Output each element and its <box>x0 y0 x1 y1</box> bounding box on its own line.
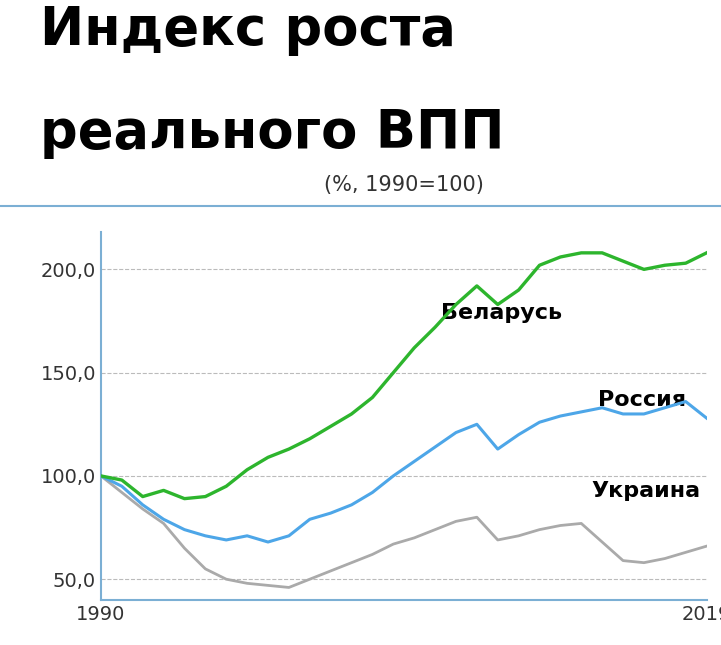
Text: Индекс роста: Индекс роста <box>40 4 456 56</box>
Text: Беларусь: Беларусь <box>441 303 562 323</box>
Text: Украина: Украина <box>592 481 701 501</box>
Text: Россия: Россия <box>598 390 686 410</box>
Text: (%, 1990=100): (%, 1990=100) <box>324 175 484 195</box>
Text: реального ВПП: реального ВПП <box>40 107 504 159</box>
